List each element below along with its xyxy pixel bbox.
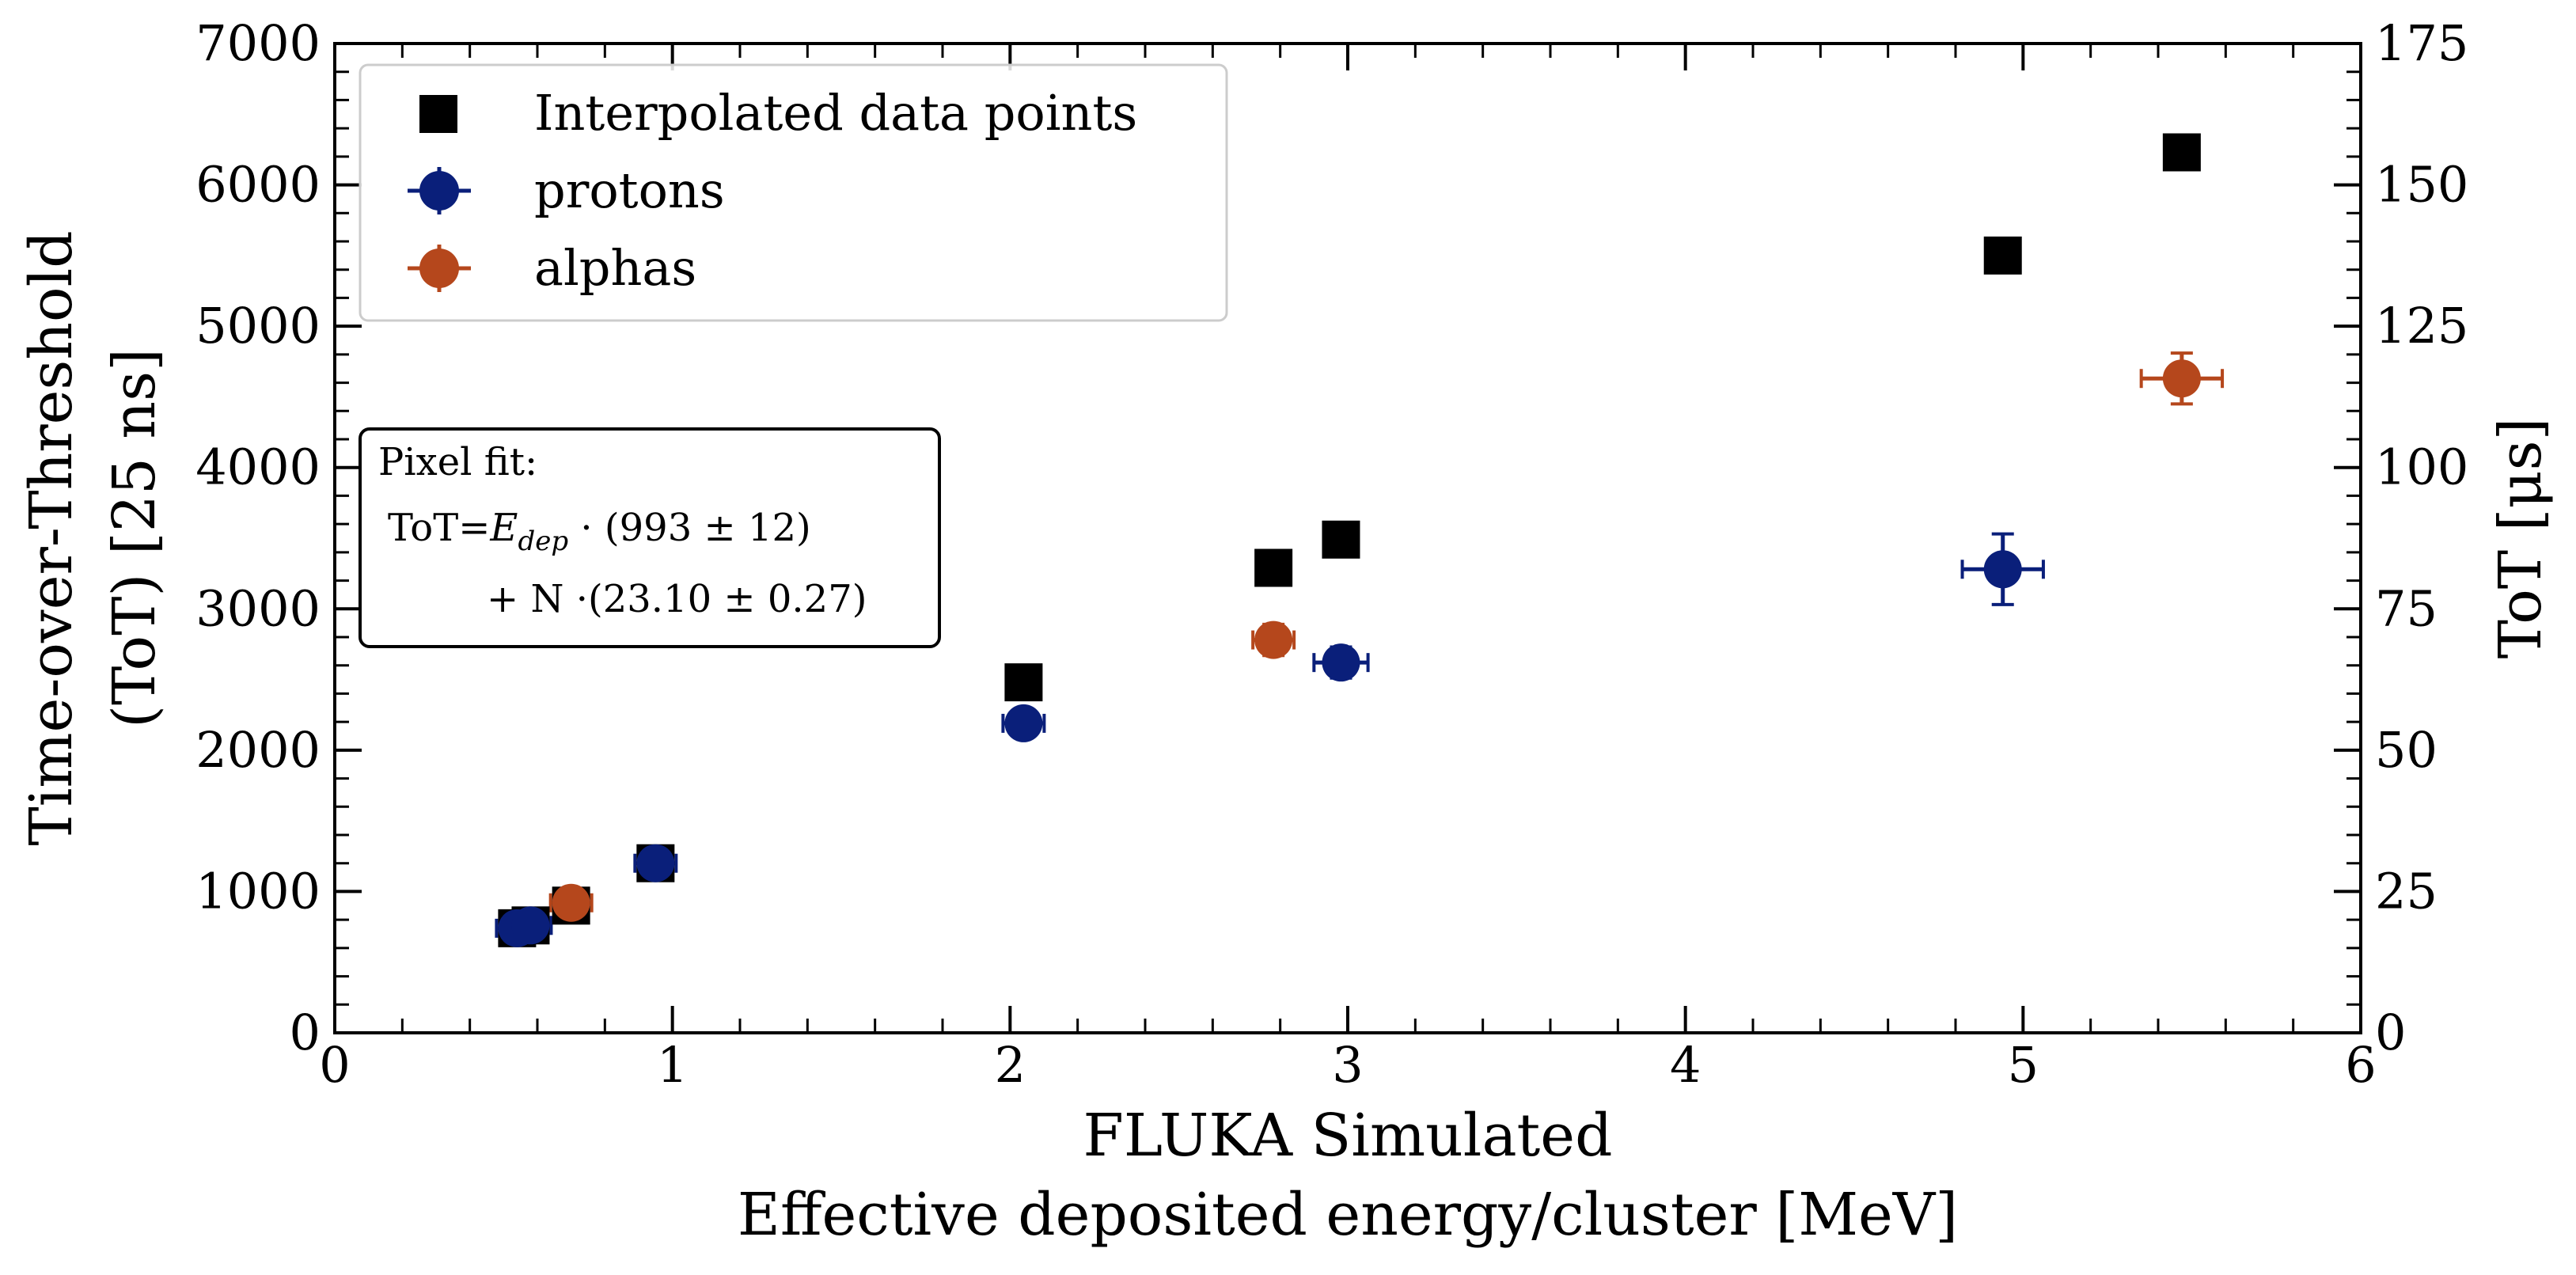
x-tick-label: 2: [995, 1036, 1026, 1094]
y-left-tick-label: 6000: [195, 156, 321, 214]
x-axis-title-line1: FLUKA Simulated: [1083, 1102, 1613, 1170]
y-left-tick-label: 2000: [195, 721, 321, 779]
y-left-tick-label: 3000: [195, 579, 321, 637]
alpha-point: [2162, 359, 2201, 398]
alpha-point: [552, 883, 590, 922]
interpolated-point: [1254, 548, 1293, 587]
legend-label-protons: protons: [534, 161, 725, 219]
fit-eq-suffix: · (993 ± 12): [568, 506, 811, 550]
x-tick-label: 6: [2345, 1036, 2376, 1094]
y-axis-right-title: ToT [μs]: [2487, 418, 2555, 659]
legend-label-alphas: alphas: [534, 239, 696, 297]
alpha-point: [1254, 620, 1293, 659]
fit-title: Pixel fit:: [378, 440, 537, 484]
fit-equation-line2: + N ·(23.10 ± 0.27): [487, 577, 867, 621]
fit-eq-subscript: dep: [518, 526, 568, 557]
y-right-tick-label: 100: [2375, 438, 2468, 496]
y-right-tick-label: 125: [2375, 297, 2468, 355]
y-right-tick-label: 75: [2375, 579, 2438, 637]
fit-annotation: Pixel fit: ToT=Edep · (993 ± 12) + N ·(2…: [359, 427, 941, 648]
y-right-tick-label: 25: [2375, 862, 2438, 920]
legend-marker-interpolated: [419, 95, 457, 133]
y-left-tick-label: 5000: [195, 297, 321, 355]
y-right-tick-label: 150: [2375, 156, 2468, 214]
y-left-tick-label: 1000: [195, 862, 321, 920]
fit-eq-symbol: E: [489, 506, 518, 550]
fit-equation-line1: ToT=Edep · (993 ± 12): [388, 506, 811, 557]
x-tick-label: 3: [1332, 1036, 1363, 1094]
proton-point: [1983, 550, 2022, 589]
proton-point: [1322, 643, 1360, 682]
x-tick-label: 0: [319, 1036, 350, 1094]
interpolated-point: [1983, 236, 2022, 275]
legend-marker-alphas: [419, 249, 459, 288]
proton-point: [636, 844, 675, 882]
y-right-tick-label: 0: [2375, 1004, 2406, 1061]
y-axis-left-title-line2: (ToT) [25 ns]: [101, 348, 169, 728]
x-tick-label: 1: [657, 1036, 688, 1094]
y-left-tick-label: 7000: [195, 14, 321, 72]
y-right-tick-label: 50: [2375, 721, 2438, 779]
data-markers: [498, 133, 2201, 947]
y-left-tick-label: 0: [290, 1004, 321, 1061]
interpolated-point: [1004, 663, 1043, 702]
fit-annotation-frame: [359, 427, 941, 648]
legend-label-interpolated: Interpolated data points: [534, 84, 1137, 142]
legend: Interpolated data points protons alphas: [359, 63, 1228, 322]
x-tick-label: 4: [1670, 1036, 1701, 1094]
fit-eq-prefix: ToT=: [388, 506, 490, 550]
y-axis-left-title-line1: Time-over-Threshold: [17, 230, 85, 845]
interpolated-point: [2162, 133, 2201, 172]
legend-frame: [359, 63, 1228, 322]
interpolated-point: [1322, 520, 1360, 559]
x-axis-title-line2: Effective deposited energy/cluster [MeV]: [738, 1181, 1958, 1249]
x-tick-label: 5: [2008, 1036, 2039, 1094]
axis-tick-labels: 0 1 2 3 4 5 6010002000300040005000600070000255…: [195, 14, 2468, 1094]
legend-marker-protons: [419, 171, 459, 211]
proton-point: [511, 906, 550, 945]
proton-point: [1004, 704, 1043, 742]
y-right-tick-label: 175: [2375, 14, 2468, 72]
y-left-tick-label: 4000: [195, 438, 321, 496]
